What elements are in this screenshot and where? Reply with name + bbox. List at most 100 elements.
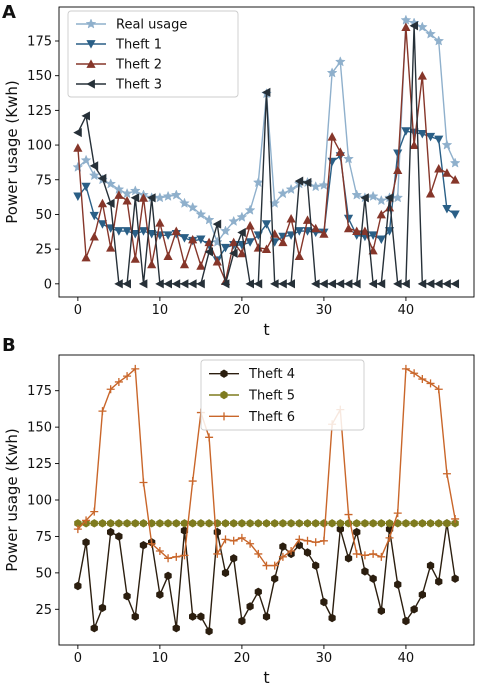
data-point: [164, 554, 173, 563]
data-point: [221, 519, 230, 528]
data-point: [417, 279, 427, 289]
data-point: [82, 516, 91, 525]
data-point: [262, 561, 271, 570]
data-point: [122, 279, 131, 289]
data-point: [286, 231, 296, 240]
data-point: [237, 248, 247, 258]
data-point: [418, 519, 426, 528]
data-point: [360, 551, 369, 560]
x-tick-label: 10: [152, 651, 169, 666]
data-point: [328, 519, 336, 528]
data-point: [409, 140, 419, 149]
data-point: [394, 580, 402, 589]
data-point: [229, 248, 238, 258]
data-point: [294, 251, 304, 260]
data-point: [122, 195, 132, 205]
legend-item: Theft 2: [76, 58, 162, 73]
data-point: [303, 519, 312, 528]
data-point: [335, 147, 345, 156]
data-point: [262, 612, 271, 621]
legend-item: Theft 1: [76, 38, 162, 53]
plot-frame: [58, 6, 475, 298]
data-point: [121, 187, 133, 199]
data-point: [385, 519, 394, 528]
x-tick-label: 0: [74, 303, 82, 318]
legend-marker: [86, 59, 96, 68]
data-point: [139, 519, 148, 528]
legend-box: [200, 359, 365, 431]
y-axis-label: Power usage (Kwh): [3, 428, 21, 571]
data-point: [450, 210, 460, 220]
data-point: [245, 238, 255, 247]
data-point: [261, 220, 272, 229]
data-point: [286, 279, 296, 289]
data-point: [189, 612, 197, 621]
data-point: [312, 561, 320, 570]
x-tick-label: 40: [398, 303, 415, 318]
data-point: [89, 211, 99, 221]
data-point: [360, 193, 369, 203]
data-point: [410, 605, 418, 614]
data-point: [434, 135, 444, 145]
y-tick-label: 75: [35, 173, 52, 188]
data-point: [106, 243, 116, 252]
data-point: [443, 519, 451, 528]
y-axis-label: Power usage (Kwh): [3, 80, 21, 223]
data-point: [139, 541, 148, 550]
data-point: [189, 519, 197, 528]
y-tick-label: 50: [35, 208, 52, 223]
series-theft-4: [74, 519, 459, 636]
data-point: [221, 535, 230, 544]
data-point: [401, 279, 410, 289]
data-point: [320, 597, 328, 607]
data-point: [221, 568, 230, 578]
y-tick-label: 150: [27, 421, 52, 436]
legend-item: Theft 6: [209, 410, 295, 425]
data-point: [409, 21, 419, 31]
legend-box: [67, 10, 239, 98]
data-point: [393, 149, 403, 158]
data-point: [450, 175, 460, 184]
data-point: [154, 192, 166, 203]
data-point: [418, 590, 426, 599]
data-point: [270, 561, 279, 570]
data-point: [74, 581, 82, 591]
data-point: [385, 533, 394, 542]
data-point: [295, 519, 303, 528]
data-point: [302, 177, 312, 188]
data-point: [220, 225, 231, 236]
data-point: [336, 524, 344, 534]
data-point: [376, 209, 386, 219]
y-tick-label: 75: [35, 530, 52, 545]
data-point: [451, 574, 459, 583]
data-point: [123, 519, 131, 528]
data-point: [442, 279, 451, 289]
data-point: [450, 279, 460, 289]
data-point: [376, 235, 386, 245]
data-point: [425, 189, 436, 198]
data-point: [147, 259, 157, 269]
data-point: [73, 525, 82, 534]
legend-marker: [220, 412, 228, 421]
data-point: [368, 245, 378, 255]
data-point: [353, 519, 361, 528]
data-point: [115, 519, 123, 528]
data-point: [147, 539, 156, 548]
data-point: [270, 279, 279, 289]
data-point: [179, 197, 190, 208]
data-point: [114, 227, 124, 236]
data-point: [393, 509, 402, 518]
data-point: [245, 279, 255, 289]
data-point: [130, 254, 140, 263]
data-point: [213, 527, 221, 537]
data-point: [187, 201, 199, 213]
data-point: [352, 279, 361, 289]
data-point: [179, 234, 190, 243]
data-point: [179, 259, 190, 269]
y-tick-label: 175: [27, 384, 52, 399]
data-point: [155, 547, 164, 556]
data-point: [212, 219, 222, 229]
x-tick-label: 20: [234, 651, 251, 666]
data-point: [246, 519, 254, 528]
data-point: [285, 183, 297, 195]
